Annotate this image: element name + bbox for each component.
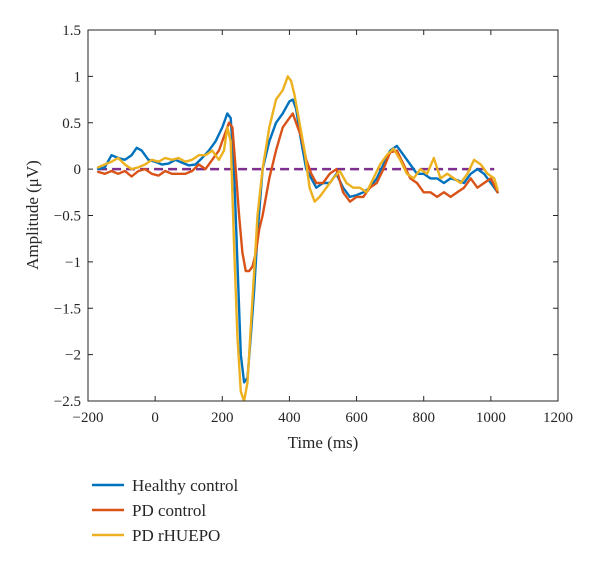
- legend-label-pd-control: PD control: [132, 501, 206, 520]
- y-tick-label: 0.5: [62, 116, 81, 132]
- y-tick-label: 1.5: [62, 23, 81, 39]
- y-tick-label: −1: [65, 255, 81, 271]
- x-axis-ticks: −200 0 200 400 600 800 1000 1200: [73, 30, 573, 426]
- x-tick-label: 1000: [476, 410, 506, 426]
- x-tick-label: 800: [412, 410, 435, 426]
- x-tick-label: 1200: [543, 410, 573, 426]
- y-tick-label: −2: [65, 348, 81, 364]
- legend: Healthy control PD control PD rHUEPO: [92, 476, 238, 545]
- x-tick-label: 400: [278, 410, 301, 426]
- plot-background: [88, 30, 558, 401]
- y-tick-label: −0.5: [54, 209, 81, 225]
- y-axis-label: Amplitude (μV): [23, 160, 42, 270]
- x-axis-label: Time (ms): [288, 433, 359, 452]
- x-tick-label: 200: [211, 410, 234, 426]
- series-line-pd-control: [96, 112, 499, 273]
- x-tick-label: 0: [151, 410, 159, 426]
- y-tick-label: 0: [74, 162, 82, 178]
- legend-label-healthy-control: Healthy control: [132, 476, 238, 495]
- y-tick-label: −1.5: [54, 301, 81, 317]
- x-tick-label: 600: [345, 410, 368, 426]
- legend-label-pd-rhuepo: PD rHUEPO: [132, 526, 220, 545]
- plot-area: [88, 30, 558, 401]
- series-line-healthy-control: [96, 98, 499, 384]
- series-line-pd-rhuepo: [96, 75, 499, 401]
- y-tick-label: −2.5: [54, 394, 81, 410]
- y-axis-ticks: 1.5 1 0.5 0 −0.5 −1 −1.5 −2 −2.5: [54, 23, 558, 410]
- x-tick-label: −200: [73, 410, 104, 426]
- y-tick-label: 1: [74, 69, 82, 85]
